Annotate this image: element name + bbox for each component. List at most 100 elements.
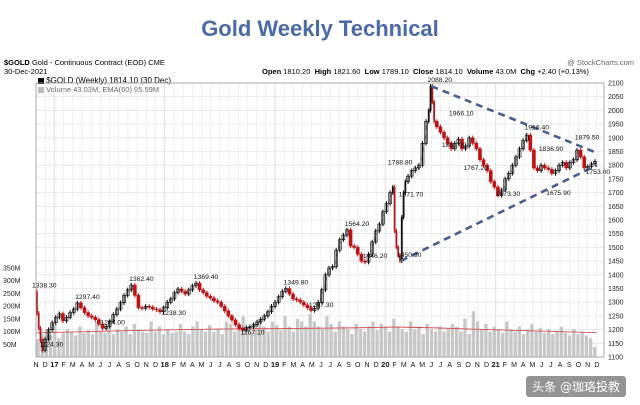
volume-bar: [450, 323, 455, 357]
price-candle: [429, 85, 432, 111]
volume-bar: [82, 332, 86, 357]
x-tick-label: J: [430, 362, 434, 369]
price-candle: [506, 173, 511, 180]
price-candle: [467, 137, 471, 147]
volume-bar: [438, 326, 442, 357]
volume-bar: [500, 332, 505, 357]
y-tick-label: 1250: [608, 313, 624, 320]
volume-bar: [220, 334, 224, 357]
price-candle: [53, 316, 58, 324]
volume-bar: [425, 323, 430, 357]
x-tick-label: 20: [381, 360, 389, 369]
price-candle: [370, 241, 374, 255]
price-annotation: 1124.30: [39, 341, 63, 348]
volume-bar: [182, 331, 187, 357]
price-candle: [568, 162, 572, 169]
price-candle: [280, 290, 285, 298]
volume-bar: [291, 331, 296, 357]
volume-bar: [513, 331, 517, 357]
x-tick-label: A: [190, 362, 195, 369]
y-tick-label: 1650: [608, 204, 624, 211]
volume-bar: [61, 332, 65, 357]
x-tick-label: D: [153, 362, 158, 369]
volume-bar: [354, 323, 358, 357]
x-tick-label: J: [319, 362, 323, 369]
volume-bar: [57, 337, 61, 357]
price-candle: [161, 307, 166, 313]
volume-bar: [446, 329, 450, 357]
x-tick-label: 17: [50, 360, 58, 369]
quote-high-label: High: [314, 67, 332, 76]
volume-bar: [433, 331, 438, 357]
volume-bar: [74, 335, 78, 357]
volume-bar: [237, 326, 241, 357]
volume-bar: [174, 331, 178, 357]
volume-bar: [203, 331, 208, 357]
x-tick-label: A: [558, 362, 563, 369]
volume-ema-line: [35, 326, 597, 334]
price-annotation: 1675.90: [546, 190, 571, 197]
price-candle: [589, 163, 594, 167]
price-annotation: 1966.10: [449, 111, 474, 118]
volume-bar: [392, 318, 396, 357]
volume-bar: [341, 326, 346, 357]
price-candle: [269, 306, 274, 313]
price-candle: [186, 289, 191, 295]
volume-bar: [358, 329, 363, 357]
volume-bar: [383, 326, 388, 357]
x-tick-label: A: [80, 362, 85, 369]
y-tick-label: 2100: [608, 81, 624, 88]
volume-bar: [300, 321, 304, 357]
x-tick-label: 18: [161, 360, 169, 369]
price-candle: [316, 301, 321, 309]
x-tick-label: D: [374, 362, 379, 369]
x-tick-label: M: [88, 362, 94, 369]
x-tick-label: A: [447, 362, 452, 369]
price-candle: [499, 189, 504, 196]
price-candle: [413, 167, 418, 171]
volume-bar: [534, 331, 538, 357]
x-tick-label: D: [263, 362, 268, 369]
x-tick-label: A: [337, 362, 342, 369]
volume-bar: [400, 329, 404, 357]
volume-bar: [94, 321, 99, 357]
volume-bar: [396, 326, 400, 357]
x-tick-label: M: [419, 362, 425, 369]
volume-bar: [475, 321, 480, 357]
x-tick-label: J: [108, 362, 112, 369]
price-candle: [276, 296, 281, 303]
price-candle: [284, 288, 288, 292]
price-candle: [176, 288, 180, 293]
price-annotation: 1450.90: [397, 252, 422, 259]
x-tick-label: N: [585, 362, 590, 369]
x-tick-label: M: [511, 362, 517, 369]
volume-bar: [413, 329, 417, 357]
volume-bar: [304, 326, 308, 357]
price-candle: [384, 203, 389, 213]
x-tick-label: N: [33, 362, 38, 369]
price-candle: [71, 308, 76, 313]
volume-bar: [233, 331, 237, 357]
price-candle: [406, 175, 410, 182]
y-tick-label: 1400: [608, 272, 624, 279]
volume-bar: [362, 331, 367, 357]
trendline-upper: [430, 85, 598, 155]
volume-bar: [295, 318, 300, 357]
price-annotation: 1788.80: [388, 159, 413, 166]
volume-bar: [178, 323, 183, 357]
symbol-line: $GOLD Gold - Continuous Contract (EOD) C…: [4, 58, 165, 67]
volume-bar: [308, 313, 312, 357]
price-candle: [194, 282, 198, 287]
y-tick-label: 1300: [608, 300, 624, 307]
volume-bar: [166, 329, 170, 357]
y-tick-label: 1850: [608, 149, 624, 156]
volume-bar: [454, 326, 459, 357]
volume-bar: [530, 323, 534, 357]
volume-tick-label: 100M: [3, 329, 21, 336]
x-tick-label: D: [43, 362, 48, 369]
x-tick-label: A: [411, 362, 416, 369]
volume-bar: [145, 332, 149, 357]
volume-bar: [216, 329, 220, 357]
volume-bar: [371, 321, 375, 357]
